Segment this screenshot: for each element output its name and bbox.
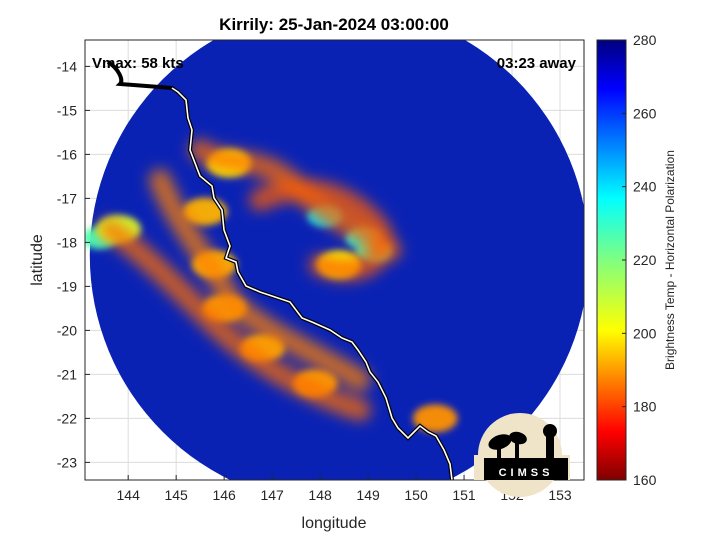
y-tick-label: -21 (57, 366, 77, 382)
y-tick-label: -15 (57, 102, 77, 118)
axes-frame (84, 39, 585, 481)
x-tick-label: 146 (212, 487, 236, 503)
colorbar-tick-label: 200 (633, 325, 657, 341)
colorbar-label: Brightness Temp - Horizontal Polarizatio… (663, 150, 677, 370)
colorbar (596, 39, 627, 481)
colorbar-tick-label: 240 (633, 179, 657, 195)
x-tick-label: 148 (308, 487, 332, 503)
cimss-logo-text: CIMSS (499, 467, 554, 479)
cimss-logo-icon: CIMSS (474, 413, 570, 497)
x-axis-label: longitude (302, 515, 367, 532)
chart-title: Kirrily: 25-Jan-2024 03:00:00 (219, 15, 449, 34)
colorbar-tick-label: 260 (633, 105, 657, 121)
y-tick-label: -22 (57, 410, 77, 426)
x-tick-label: 149 (356, 487, 380, 503)
x-tick-label: 145 (164, 487, 188, 503)
rain-band (149, 169, 371, 391)
colorbar-ticks: 160 180 200 220 240 260 280 (622, 32, 657, 488)
time-away-annotation: 03:23 away (497, 55, 577, 72)
y-ticks: -14 -15 -16 -17 -18 -19 -20 -21 -22 -23 (57, 58, 90, 470)
rain-bands (99, 139, 401, 421)
rain-band (99, 219, 371, 421)
y-axis-label: latitude (29, 234, 46, 286)
x-tick-label: 144 (117, 487, 141, 503)
x-tick-label: 151 (452, 487, 476, 503)
rain-band (249, 179, 393, 281)
y-tick-label: -23 (57, 454, 77, 470)
y-tick-label: -14 (57, 58, 77, 74)
x-tick-label: 153 (548, 487, 572, 503)
colorbar-tick-label: 220 (633, 252, 657, 268)
y-tick-label: -19 (57, 278, 77, 294)
vmax-annotation: Vmax: 58 kts (92, 55, 184, 72)
convection-cell (412, 404, 458, 433)
colorbar-tick-label: 180 (633, 399, 657, 415)
x-tick-label: 147 (260, 487, 284, 503)
y-tick-label: -17 (57, 190, 77, 206)
colorbar-tick-label: 280 (633, 32, 657, 48)
x-tick-label: 150 (404, 487, 428, 503)
swath-layer (85, 40, 584, 480)
coastline (171, 87, 453, 480)
y-tick-label: -18 (57, 234, 77, 250)
y-tick-label: -16 (57, 146, 77, 162)
y-tick-label: -20 (57, 322, 77, 338)
colorbar-tick-label: 160 (633, 472, 657, 488)
